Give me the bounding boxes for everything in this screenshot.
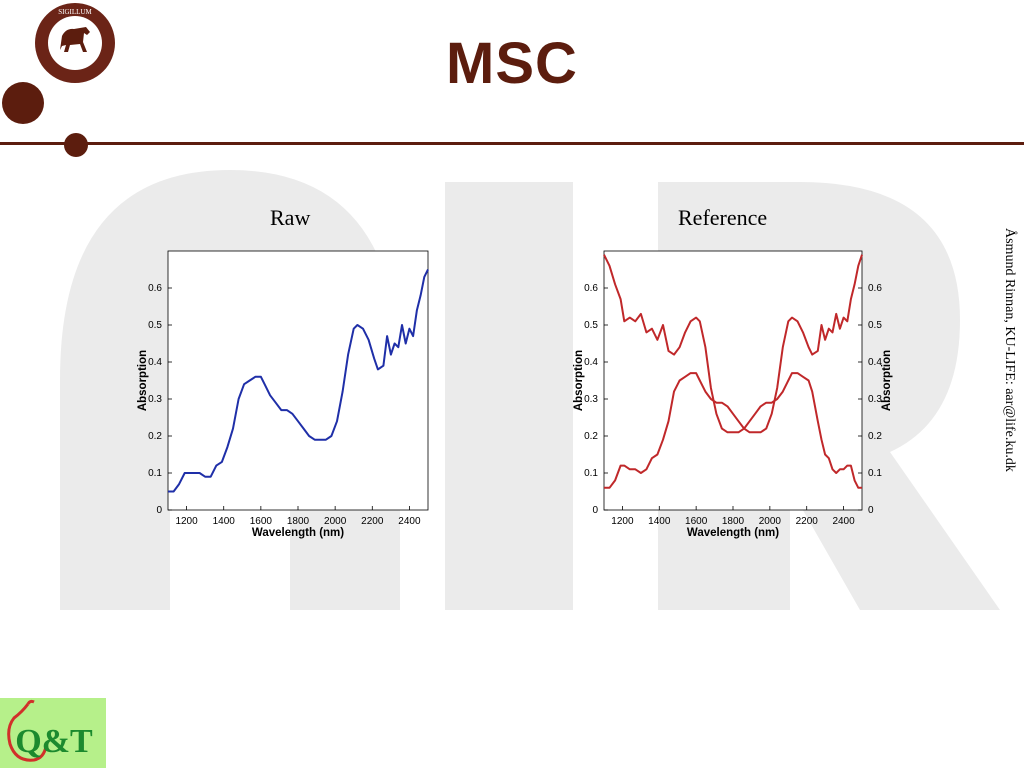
x-tick-label: 2000 — [324, 516, 347, 527]
y-axis-label-right: Absorption — [881, 350, 893, 411]
x-tick-label: 1200 — [175, 516, 198, 527]
y-tick-label: 0.5 — [584, 320, 598, 331]
y-tick-label: 0.5 — [148, 320, 162, 331]
x-tick-label: 1800 — [287, 516, 310, 527]
y-tick-label-right: 0.5 — [868, 320, 882, 331]
qt-logo: Q&T — [0, 698, 106, 768]
y-tick-label: 0.6 — [584, 283, 598, 294]
y-tick-label: 0.2 — [584, 431, 598, 442]
svg-text:SIGILLUM: SIGILLUM — [58, 8, 92, 16]
y-tick-label: 0.4 — [148, 357, 162, 368]
header-rule — [0, 142, 1024, 145]
reference-chart-title: Reference — [678, 205, 768, 230]
y-tick-label: 0.1 — [584, 468, 598, 479]
y-tick-label: 0 — [156, 505, 162, 516]
y-tick-label: 0.3 — [584, 394, 598, 405]
x-tick-label: 2400 — [832, 516, 855, 527]
slide-title: MSC — [446, 31, 578, 96]
x-axis-label: Wavelength (nm) — [252, 527, 344, 539]
x-axis-label: Wavelength (nm) — [687, 527, 779, 539]
series-line-1 — [603, 254, 862, 489]
university-seal-logo: SIGILLUM — [35, 3, 115, 83]
x-tick-label: 1600 — [685, 516, 708, 527]
y-axis-label: Absorption — [137, 350, 149, 411]
x-tick-label: 1400 — [648, 516, 671, 527]
y-tick-label-right: 0.6 — [868, 283, 882, 294]
author-credit: Åsmund Rinnan, KU-LIFE: aar@life.ku.dk — [1002, 228, 1017, 472]
y-tick-label-right: 0.3 — [868, 394, 882, 405]
x-tick-label: 2200 — [796, 516, 819, 527]
decorative-dot-large — [2, 82, 44, 124]
x-tick-label: 1600 — [250, 516, 273, 527]
y-tick-label: 0.6 — [148, 283, 162, 294]
y-tick-label: 0 — [592, 505, 598, 516]
y-tick-label: 0.1 — [148, 468, 162, 479]
decorative-dot-small — [64, 133, 88, 157]
y-tick-label-right: 0.2 — [868, 431, 882, 442]
y-tick-label-right: 0.1 — [868, 468, 882, 479]
y-axis-label: Absorption — [573, 350, 585, 411]
x-tick-label: 1200 — [611, 516, 634, 527]
y-tick-label-right: 0.4 — [868, 357, 882, 368]
x-tick-label: 1400 — [213, 516, 236, 527]
x-tick-label: 2400 — [398, 516, 421, 527]
y-tick-label-right: 0 — [868, 505, 874, 516]
svg-text:Q&T: Q&T — [15, 723, 93, 760]
x-tick-label: 2200 — [361, 516, 384, 527]
x-tick-label: 1800 — [722, 516, 745, 527]
x-tick-label: 2000 — [759, 516, 782, 527]
y-tick-label: 0.2 — [148, 431, 162, 442]
series-line-0 — [168, 269, 429, 493]
raw-chart-title: Raw — [270, 205, 311, 230]
y-tick-label: 0.4 — [584, 357, 598, 368]
plot-area — [167, 250, 429, 511]
plot-area — [603, 250, 863, 511]
y-tick-label: 0.3 — [148, 394, 162, 405]
